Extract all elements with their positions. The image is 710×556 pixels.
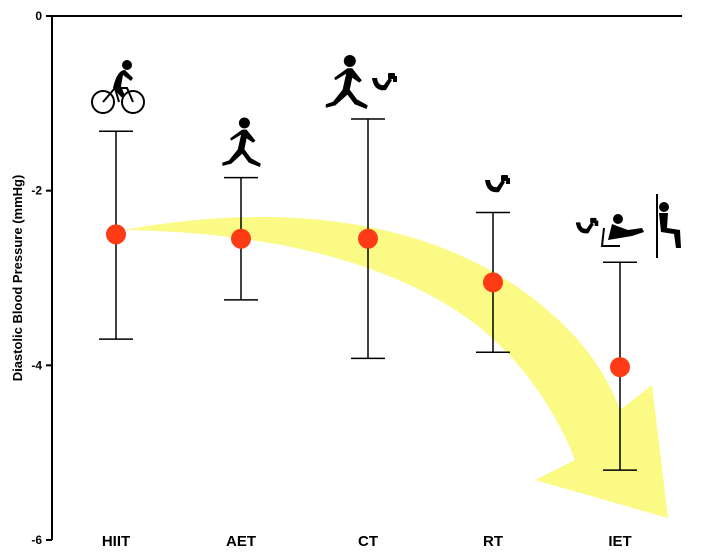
runner-icon xyxy=(325,55,368,109)
data-point xyxy=(231,228,251,249)
y-tick-label: -6 xyxy=(31,533,42,547)
runner-and-weights-icon xyxy=(325,55,397,109)
data-point xyxy=(610,357,630,378)
y-tick-label: -2 xyxy=(31,184,42,198)
y-tick-label: 0 xyxy=(35,9,42,23)
resistance-weights-icon xyxy=(485,175,510,193)
x-category-label: AET xyxy=(226,533,256,550)
weight-icon xyxy=(372,73,397,91)
runner-icon xyxy=(222,117,261,167)
x-category-label: CT xyxy=(358,533,378,550)
x-category-label: RT xyxy=(483,533,503,550)
y-axis-title: Diastolic Blood Pressure (mmHg) xyxy=(10,175,25,382)
trend-arrow xyxy=(124,217,668,518)
data-point xyxy=(358,228,378,249)
data-point xyxy=(483,272,503,293)
isometric-exercise-icon xyxy=(575,194,681,258)
x-category-label: IET xyxy=(608,533,631,550)
data-point xyxy=(106,224,126,245)
weight-icon xyxy=(575,217,599,234)
cyclist-icon xyxy=(91,60,145,114)
y-tick-label: -4 xyxy=(31,358,42,372)
x-category-label: HIIT xyxy=(102,533,130,550)
